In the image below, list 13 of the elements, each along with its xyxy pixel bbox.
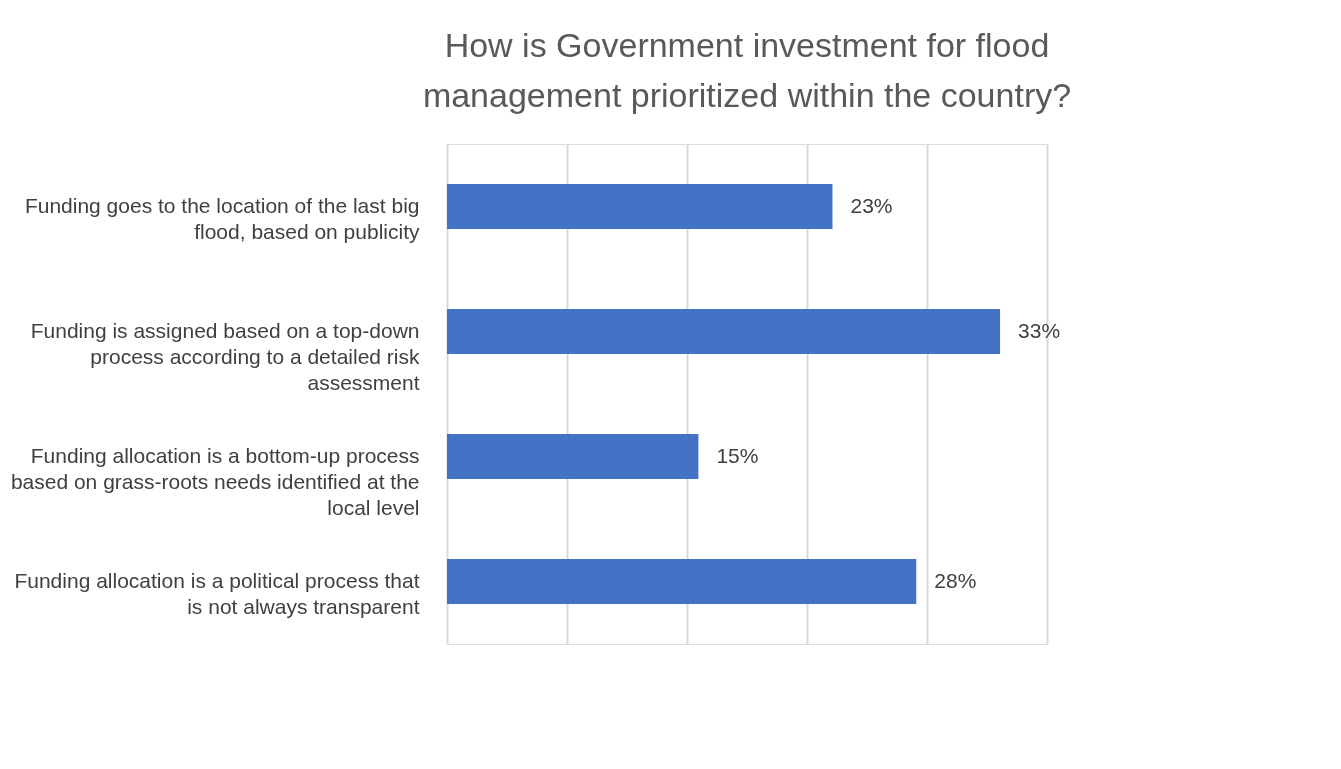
y-tick-label: Funding allocation is a bottom-up process based on grass-roots needs identified at the local level [10, 443, 420, 519]
bar [447, 434, 699, 479]
data-label: 15% [716, 443, 759, 467]
data-label: 23% [850, 193, 893, 217]
data-label: 28% [934, 568, 977, 592]
y-tick-label: Funding goes to the location of the last big flood, based on publicity [24, 193, 420, 243]
data-label: 33% [1018, 318, 1061, 342]
y-tick-label: Funding is assigned based on a top-down process according to a detailed risk assessment [30, 318, 420, 394]
chart-title: How is Government investment for flood management prioritized within the country? [422, 26, 1072, 114]
bar [447, 184, 833, 229]
y-tick-label: Funding allocation is a political process that is not always transparent [14, 568, 420, 618]
bar [447, 559, 917, 604]
bar [447, 309, 1001, 354]
